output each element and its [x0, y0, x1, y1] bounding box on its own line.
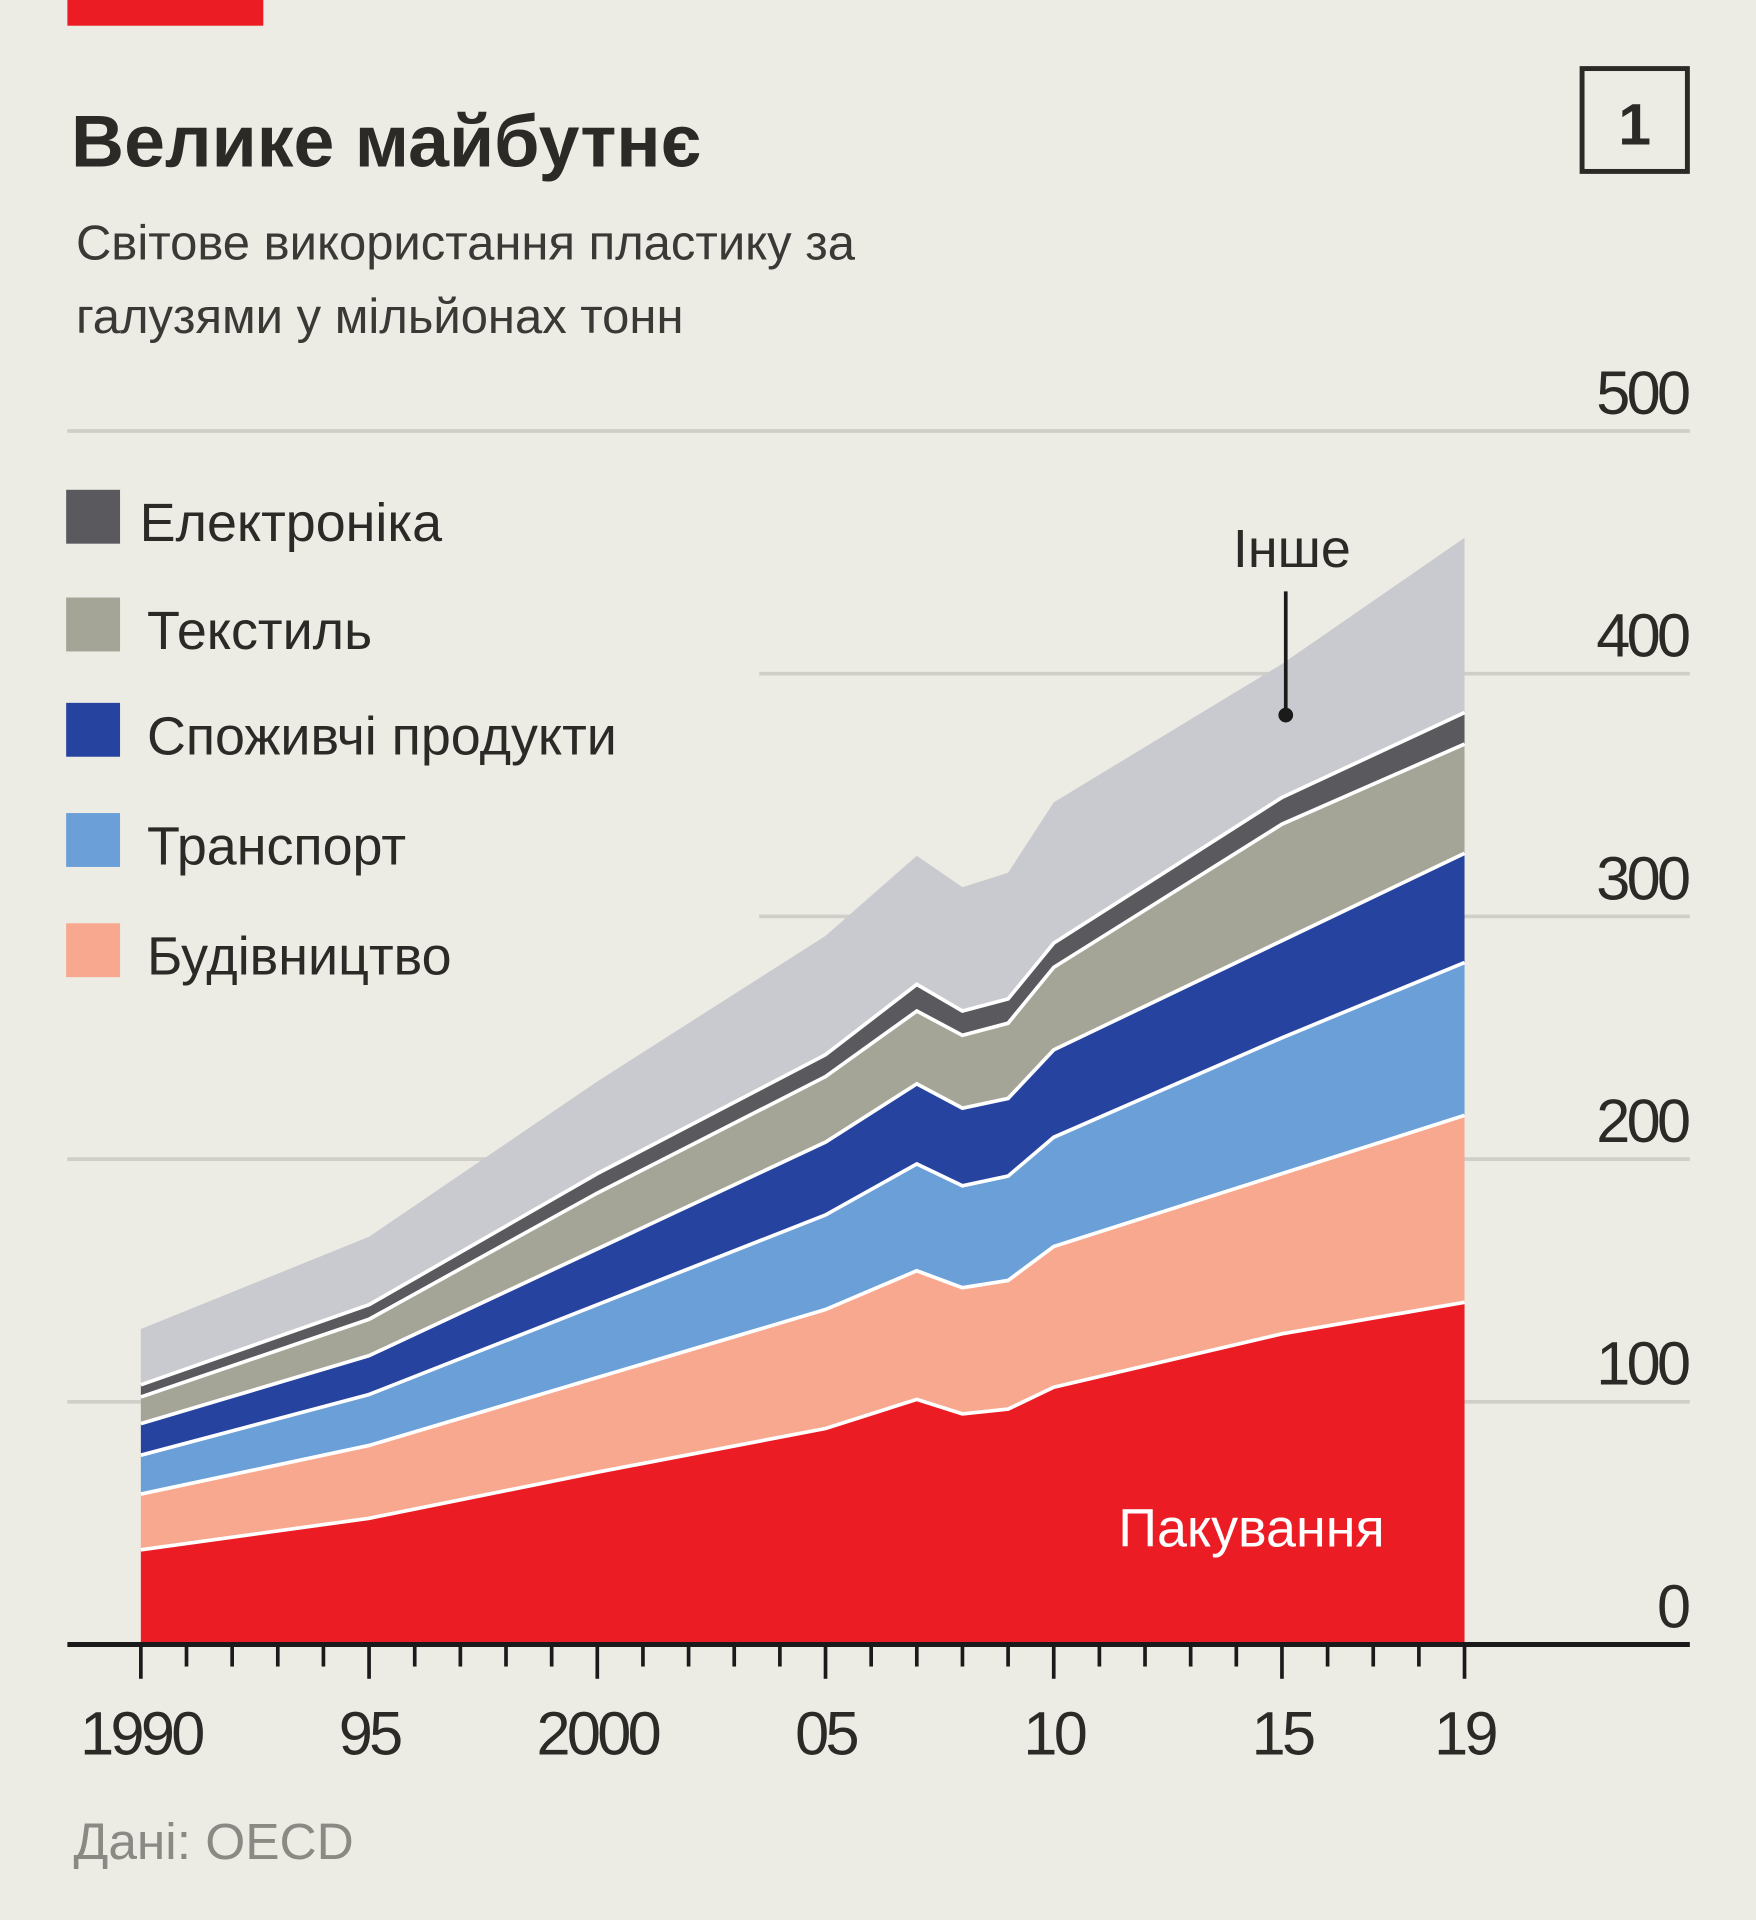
x-tick-label: 2000 — [537, 1700, 660, 1768]
area-6 — [140, 537, 1465, 1385]
legend-label: Електроніка — [140, 493, 443, 553]
series-boundary-3 — [140, 851, 1466, 1426]
x-tick-label: 1990 — [80, 1700, 203, 1768]
legend-item: Будівництво — [66, 923, 452, 987]
legend-item: Споживчі продукти — [66, 702, 617, 766]
area-1 — [140, 1115, 1465, 1550]
series-boundary-2 — [140, 960, 1466, 1457]
area-2 — [140, 962, 1465, 1495]
y-tick-label: 500 — [1596, 359, 1689, 427]
area-5 — [140, 712, 1465, 1397]
svg-text:Інше: Інше — [1233, 519, 1351, 579]
figure-number-box: 1 — [1579, 66, 1690, 174]
y-tick-label: 400 — [1596, 602, 1689, 670]
chart-title: Велике майбутнє — [71, 100, 701, 183]
series-boundary-0 — [140, 1300, 1465, 1552]
source-note: Дані: OECD — [74, 1812, 354, 1870]
legend-swatch — [66, 489, 121, 544]
y-tick-label: 0 — [1657, 1572, 1689, 1640]
area-4 — [140, 744, 1465, 1424]
legend-swatch — [66, 702, 121, 757]
legend-swatch — [66, 597, 121, 652]
chart-subtitle-line1: Світове використання пластику за — [76, 217, 856, 271]
legend-item: Текстиль — [66, 597, 372, 661]
series-boundary-4 — [140, 742, 1466, 1399]
y-axis-labels: 0 100 200 300 400 500 — [1596, 359, 1692, 1640]
legend-label: Будівництво — [147, 927, 452, 987]
legend-swatch — [66, 813, 121, 867]
legend-label: Споживчі продукти — [147, 706, 617, 766]
x-axis: 1990 95 2000 05 10 15 19 — [67, 1642, 1690, 1768]
legend-label: Текстиль — [147, 601, 372, 661]
series-boundary-1 — [140, 1113, 1466, 1496]
x-tick-label: 19 — [1434, 1700, 1496, 1768]
stacked-areas — [140, 537, 1466, 1645]
series-boundary-5 — [140, 710, 1466, 1387]
brand-bar — [67, 0, 264, 26]
x-tick-label: 15 — [1252, 1700, 1314, 1768]
y-tick-label: 300 — [1596, 844, 1689, 912]
chart-subtitle-line2: галузями у мільйонах тонн — [76, 290, 684, 344]
legend-item: Транспорт — [66, 813, 406, 876]
annotation-other: Інше — [1233, 519, 1351, 723]
y-tick-label: 200 — [1596, 1087, 1689, 1155]
y-tick-label: 100 — [1596, 1330, 1689, 1398]
x-tick-label: 10 — [1023, 1700, 1085, 1768]
annotation-packaging: Пакування — [1118, 1499, 1384, 1559]
legend: Електроніка Текстиль Споживчі продукти Тран… — [66, 489, 617, 987]
area-0 — [140, 1302, 1465, 1645]
svg-text:1: 1 — [1618, 92, 1651, 157]
legend-item: Електроніка — [66, 489, 443, 553]
x-tick-label: 95 — [339, 1700, 401, 1768]
x-tick-label: 05 — [795, 1700, 857, 1768]
legend-swatch — [66, 923, 121, 978]
legend-label: Транспорт — [147, 816, 406, 876]
